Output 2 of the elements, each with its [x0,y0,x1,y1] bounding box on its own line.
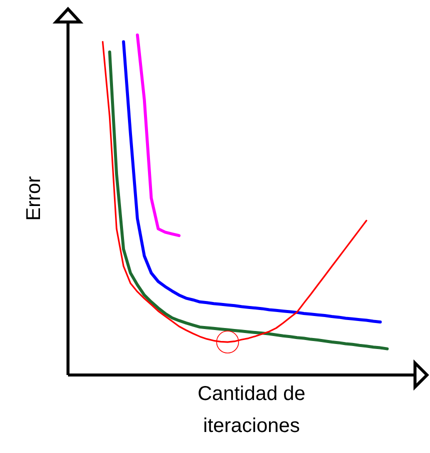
y-axis-title: Error [23,176,45,221]
x-axis-title: Cantidad de iteraciones [198,383,306,437]
